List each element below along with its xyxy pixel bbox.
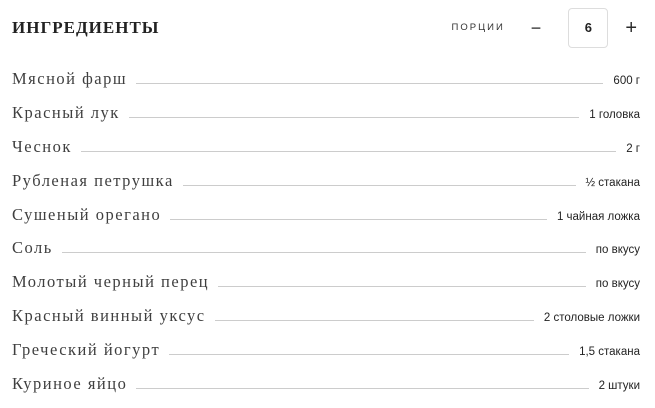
ingredient-amount: 1 чайная ложка: [556, 210, 640, 223]
ingredient-amount: 1 головка: [589, 108, 640, 121]
ingredient-name: Греческий йогурт: [12, 340, 161, 360]
leader-line: [61, 252, 586, 254]
ingredient-name: Мясной фарш: [12, 69, 128, 88]
ingredients-header: ИНГРЕДИЕНТЫ порции − 6 +: [0, 0, 655, 48]
ingredient-name: Молотый черный перец: [12, 272, 210, 292]
ingredient-amount: по вкусу: [595, 244, 640, 257]
ingredient-row: Сушеный орегано 1 чайная ложка: [12, 205, 640, 239]
decrease-servings-button[interactable]: −: [527, 17, 546, 39]
ingredient-row: Мясной фарш 600 г: [12, 69, 640, 103]
ingredient-name: Красный винный уксус: [12, 306, 206, 326]
leader-line: [136, 83, 604, 84]
ingredient-amount: 2 столовые ложки: [543, 312, 640, 325]
ingredient-row: Куриное яйцо 2 штуки: [12, 374, 640, 408]
leader-line: [128, 116, 580, 118]
ingredient-amount: 600 г: [613, 75, 640, 87]
ingredient-amount: по вкусу: [595, 278, 640, 291]
ingredient-amount: 2 штуки: [598, 380, 640, 393]
ingredient-row: Молотый черный перец по вкусу: [12, 272, 640, 306]
ingredient-amount: ½ стакана: [585, 176, 641, 189]
ingredient-name: Соль: [12, 238, 53, 258]
ingredient-amount: 2 г: [626, 142, 640, 155]
ingredient-row: Соль по вкусу: [12, 238, 640, 272]
ingredient-row: Красный лук 1 головка: [12, 103, 640, 137]
leader-line: [182, 184, 576, 186]
ingredients-list: Мясной фарш 600 г Красный лук 1 головка …: [0, 48, 655, 408]
page-title: ИНГРЕДИЕНТЫ: [12, 17, 160, 37]
servings-stepper: порции − 6 +: [451, 7, 641, 48]
ingredient-name: Рубленая петрушка: [12, 170, 174, 190]
leader-line: [214, 320, 534, 322]
ingredient-row: Греческий йогурт 1,5 стакана: [12, 340, 640, 374]
ingredient-name: Чеснок: [12, 136, 72, 156]
servings-label: порции: [451, 22, 505, 33]
leader-line: [80, 150, 617, 152]
ingredient-amount: 1,5 стакана: [579, 346, 640, 359]
ingredient-row: Красный винный уксус 2 столовые ложки: [12, 306, 640, 340]
leader-line: [136, 388, 589, 390]
ingredient-row: Чеснок 2 г: [12, 137, 640, 171]
ingredient-name: Куриное яйцо: [12, 374, 128, 394]
leader-line: [169, 354, 570, 356]
ingredient-name: Сушеный орегано: [12, 204, 162, 224]
leader-line: [218, 286, 586, 288]
leader-line: [170, 218, 547, 220]
ingredient-row: Рубленая петрушка ½ стакана: [12, 171, 640, 205]
ingredient-name: Красный лук: [12, 102, 120, 122]
servings-value[interactable]: 6: [568, 7, 609, 48]
increase-servings-button[interactable]: +: [621, 16, 641, 40]
